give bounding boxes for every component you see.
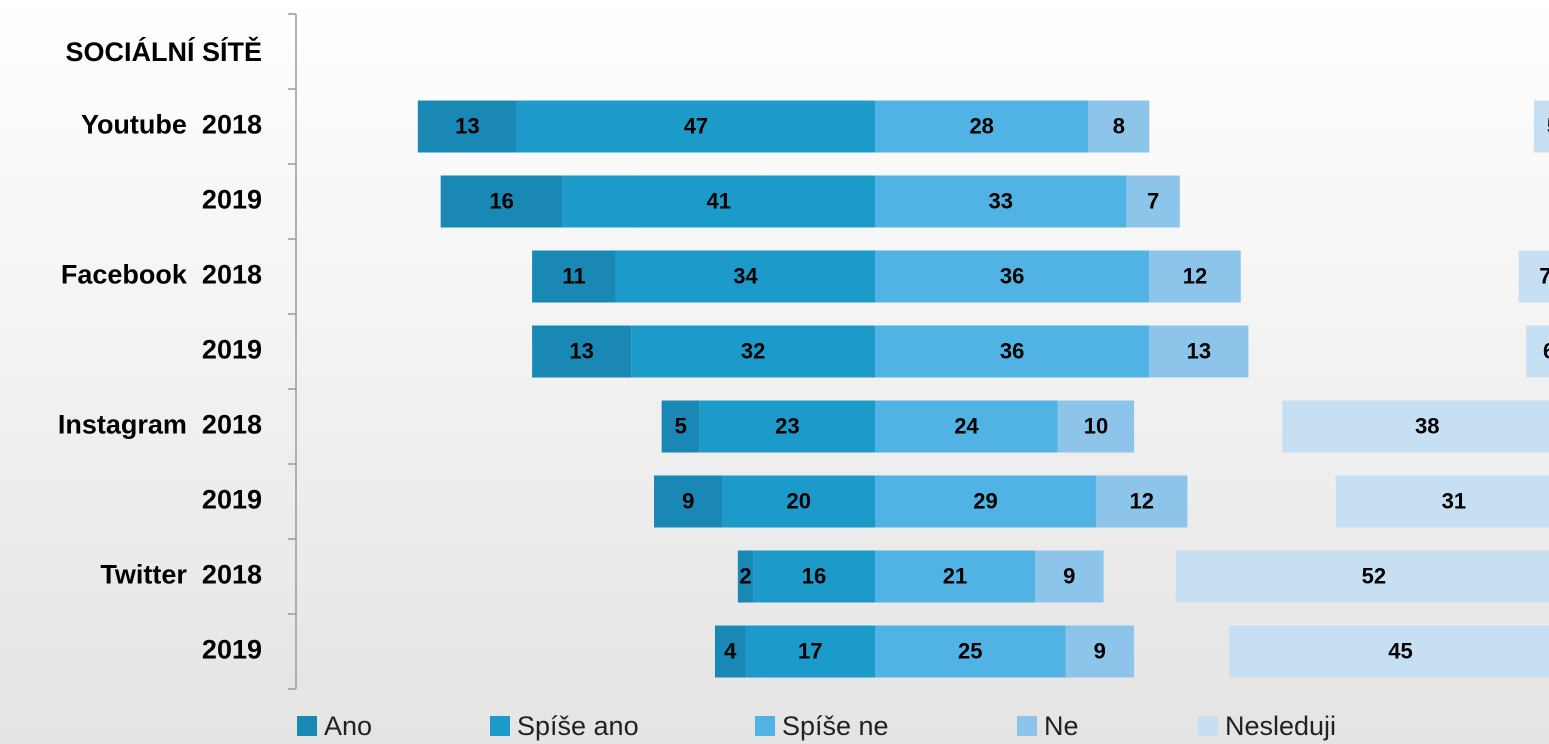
data-label: 16 xyxy=(802,563,826,588)
data-label: 28 xyxy=(969,113,993,138)
data-label: 34 xyxy=(733,263,758,288)
bar-segment xyxy=(1518,250,1549,303)
legend-label: Ano xyxy=(324,711,372,741)
legend-label: Nesleduji xyxy=(1225,711,1336,741)
data-label: 25 xyxy=(958,638,982,663)
bar-segment xyxy=(440,175,563,228)
bar-segment xyxy=(1088,100,1150,153)
data-label: 24 xyxy=(954,413,979,438)
chart-title: SOCIÁLNÍ SÍTĚ xyxy=(65,36,262,67)
bar-segment xyxy=(875,175,1127,228)
bar-segment xyxy=(615,250,875,303)
bar-segment xyxy=(737,550,754,603)
data-label: 10 xyxy=(1084,413,1108,438)
data-label: 11 xyxy=(562,263,585,288)
bar-segment xyxy=(753,550,875,603)
legend-swatch xyxy=(490,716,510,736)
data-label: 13 xyxy=(569,338,593,363)
y-tick-label: 2019 xyxy=(202,335,262,365)
data-label: 4 xyxy=(724,638,737,663)
data-label: 33 xyxy=(988,188,1012,213)
data-label: 7 xyxy=(1539,263,1549,288)
y-tick-label: Facebook 2018 xyxy=(61,260,262,290)
legend-swatch xyxy=(1017,716,1037,736)
data-label: 47 xyxy=(684,113,708,138)
data-label: 9 xyxy=(1094,638,1106,663)
data-label: 21 xyxy=(943,563,967,588)
bar-segment xyxy=(875,400,1058,453)
data-label: 29 xyxy=(973,488,997,513)
data-label: 31 xyxy=(1442,488,1466,513)
bar-segment xyxy=(1035,550,1104,603)
bar-segment xyxy=(1229,625,1549,678)
bar-segment xyxy=(417,100,517,153)
data-label: 45 xyxy=(1388,638,1412,663)
y-tick-label: 2019 xyxy=(202,635,262,665)
data-label: 13 xyxy=(1187,338,1211,363)
data-label: 6 xyxy=(1543,338,1549,363)
data-label: 12 xyxy=(1183,263,1207,288)
bar-segment xyxy=(875,550,1036,603)
data-label: 9 xyxy=(682,488,694,513)
bar-segment xyxy=(1282,400,1549,453)
y-tick-label: 2019 xyxy=(202,485,262,515)
bar-segment xyxy=(1175,550,1549,603)
bar-segment xyxy=(1149,250,1241,303)
bar-segment xyxy=(661,400,700,453)
data-label: 52 xyxy=(1362,563,1386,588)
bar-segment xyxy=(1095,475,1188,528)
y-tick-label: Instagram 2018 xyxy=(58,410,262,440)
data-label: 36 xyxy=(1000,263,1024,288)
data-label: 32 xyxy=(741,338,765,363)
legend-label: Spíše ne xyxy=(782,711,889,741)
data-label: 23 xyxy=(775,413,799,438)
legend-swatch xyxy=(1198,716,1218,736)
bar-segment xyxy=(1335,475,1549,528)
data-label: 9 xyxy=(1063,563,1075,588)
bar-segment xyxy=(875,325,1150,378)
bar-segment xyxy=(1526,325,1549,378)
y-tick-label: Youtube 2018 xyxy=(81,110,262,140)
bar-segment xyxy=(745,625,875,678)
data-label: 36 xyxy=(1000,338,1024,363)
data-label: 41 xyxy=(707,188,731,213)
bar-segment xyxy=(714,625,746,678)
data-label: 17 xyxy=(798,638,822,663)
bar-segment xyxy=(562,175,875,228)
legend-label: Ne xyxy=(1044,711,1079,741)
data-label: 5 xyxy=(1547,113,1549,138)
bar-segment xyxy=(654,475,723,528)
y-tick-label: 2019 xyxy=(202,185,262,215)
data-label: 13 xyxy=(455,113,479,138)
bar-segment xyxy=(875,625,1066,678)
bar-segment xyxy=(532,325,632,378)
bar-segment xyxy=(1149,325,1249,378)
bar-segment xyxy=(875,475,1096,528)
bar-segment xyxy=(875,100,1089,153)
bar-segment xyxy=(631,325,875,378)
data-label: 5 xyxy=(675,413,687,438)
legend-swatch xyxy=(755,716,775,736)
bar-segment xyxy=(699,400,875,453)
data-label: 38 xyxy=(1415,413,1439,438)
data-label: 16 xyxy=(489,188,513,213)
bar-segment xyxy=(516,100,875,153)
bar-segment xyxy=(532,250,616,303)
data-label: 8 xyxy=(1113,113,1125,138)
bar-segment xyxy=(1057,400,1135,453)
data-label: 20 xyxy=(787,488,811,513)
data-label: 7 xyxy=(1147,188,1159,213)
bar-segment xyxy=(1126,175,1180,228)
data-label: 12 xyxy=(1129,488,1153,513)
bar-segment xyxy=(875,250,1150,303)
bar-segment xyxy=(1065,625,1135,678)
legend-swatch xyxy=(297,716,317,736)
bar-segment xyxy=(722,475,875,528)
legend-label: Spíše ano xyxy=(517,711,639,741)
data-label: 2 xyxy=(739,563,751,588)
y-tick-label: Twitter 2018 xyxy=(100,560,262,590)
bar-segment xyxy=(1533,100,1549,153)
